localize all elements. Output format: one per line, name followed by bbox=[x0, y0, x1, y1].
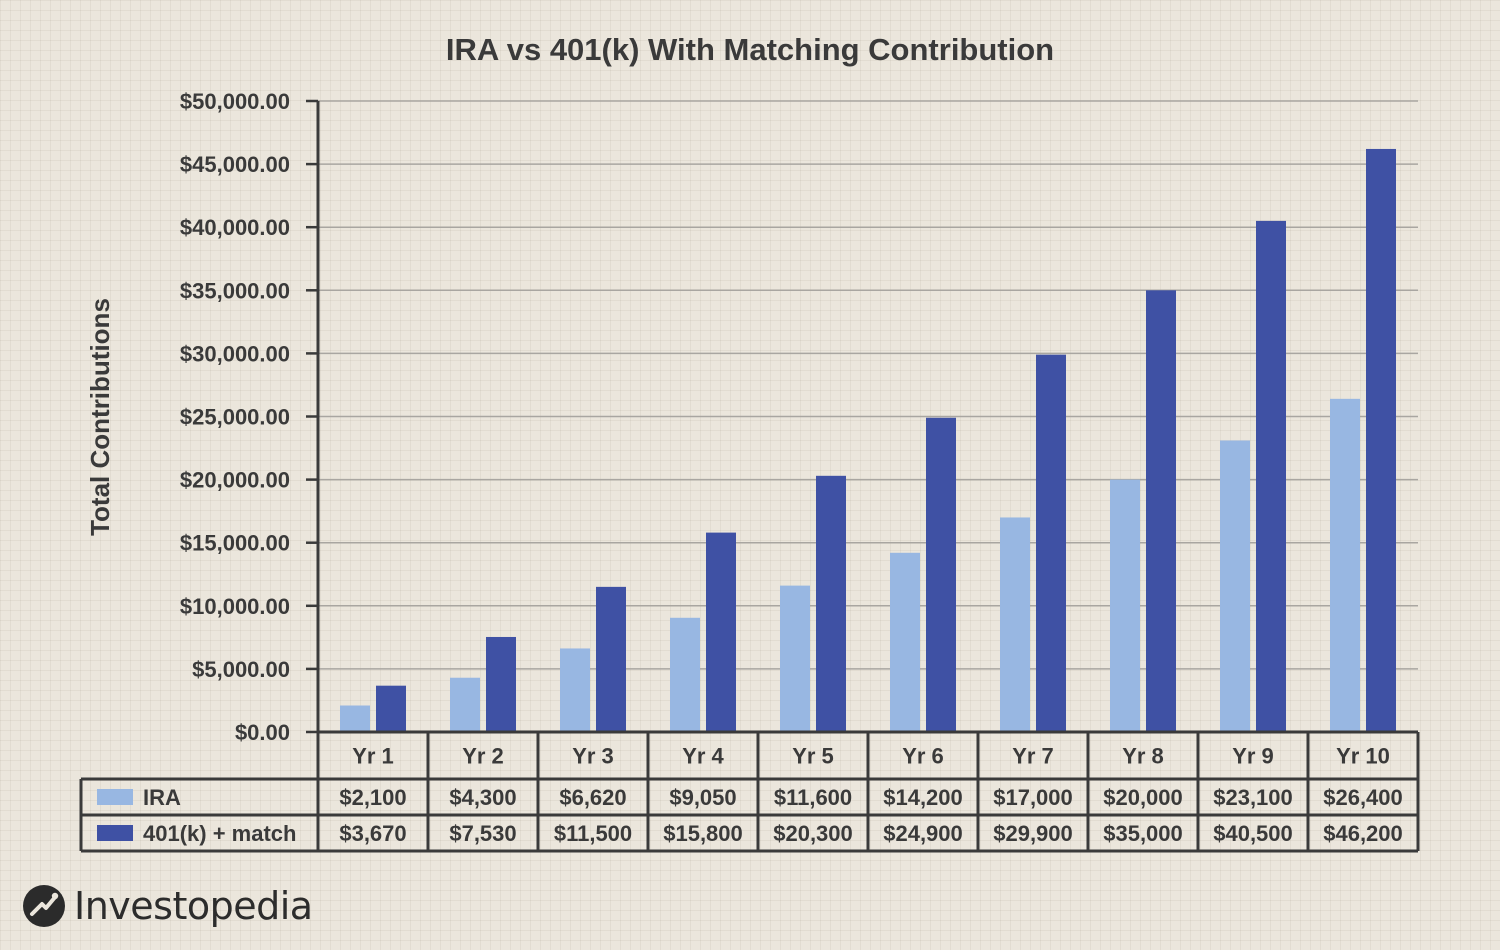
y-tick-label: $5,000.00 bbox=[192, 657, 290, 682]
y-tick-label: $15,000.00 bbox=[180, 531, 290, 556]
bar-ira-1 bbox=[340, 705, 370, 732]
table-cell-value: $3,670 bbox=[339, 821, 406, 846]
x-category-label: Yr 7 bbox=[1012, 744, 1054, 769]
bar-401k-1 bbox=[376, 685, 406, 732]
investopedia-logo-icon bbox=[23, 885, 65, 927]
y-tick-label: $35,000.00 bbox=[180, 278, 290, 303]
x-category-label: Yr 5 bbox=[792, 744, 834, 769]
gridlines bbox=[318, 100, 1418, 670]
y-tick-label: $10,000.00 bbox=[180, 594, 290, 619]
x-category-label: Yr 8 bbox=[1122, 744, 1164, 769]
table-cell-value: $6,620 bbox=[559, 785, 626, 810]
bar-ira-3 bbox=[560, 648, 590, 732]
table-cell-value: $11,600 bbox=[774, 785, 852, 810]
data-table: Yr 1 Yr 2 Yr 3 Yr 4 Yr 5 Yr 6 Yr 7 Yr 8 Yr 9 Yr 1… bbox=[79, 730, 1420, 853]
bar-ira-7 bbox=[1000, 517, 1030, 732]
table-cell-value: $20,000 bbox=[1103, 785, 1183, 810]
bars bbox=[340, 148, 1396, 732]
bar-ira-10 bbox=[1330, 398, 1360, 732]
table-cell-value: $26,400 bbox=[1323, 785, 1403, 810]
y-tick-label: $20,000.00 bbox=[180, 468, 290, 493]
x-category-label: Yr 2 bbox=[462, 744, 504, 769]
bar-401k-2 bbox=[486, 636, 516, 732]
x-category-label: Yr 1 bbox=[352, 744, 394, 769]
y-tick-label: $40,000.00 bbox=[180, 215, 290, 240]
x-category-label: Yr 6 bbox=[902, 744, 944, 769]
bar-401k-3 bbox=[596, 586, 626, 732]
bar-401k-6 bbox=[926, 417, 956, 732]
table-cell-value: $15,800 bbox=[663, 821, 743, 846]
y-axis-label: Total Contributions bbox=[85, 298, 115, 536]
table-cell-value: $11,500 bbox=[554, 821, 632, 846]
bar-ira-4 bbox=[670, 617, 700, 732]
bar-401k-5 bbox=[816, 475, 846, 732]
y-tick-label: $0.00 bbox=[235, 720, 290, 745]
y-tick-label: $50,000.00 bbox=[180, 89, 290, 114]
legend-label-401k: 401(k) + match bbox=[143, 821, 296, 846]
legend-label-ira: IRA bbox=[143, 785, 181, 810]
table-cell-value: $20,300 bbox=[773, 821, 853, 846]
y-tick-label: $30,000.00 bbox=[180, 341, 290, 366]
table-cell-value: $46,200 bbox=[1323, 821, 1403, 846]
x-category-label: Yr 10 bbox=[1336, 744, 1390, 769]
x-category-label: Yr 4 bbox=[682, 744, 724, 769]
bar-ira-9 bbox=[1220, 440, 1250, 732]
table-cell-value: $23,100 bbox=[1213, 785, 1293, 810]
x-category-label: Yr 3 bbox=[572, 744, 614, 769]
bar-401k-8 bbox=[1146, 290, 1176, 732]
bar-ira-2 bbox=[450, 677, 480, 732]
table-cell-value: $35,000 bbox=[1103, 821, 1183, 846]
bar-401k-4 bbox=[706, 532, 736, 732]
bar-ira-6 bbox=[890, 552, 920, 732]
table-cell-value: $24,900 bbox=[883, 821, 963, 846]
legend-swatch-ira bbox=[97, 789, 133, 805]
table-cell-value: $9,050 bbox=[669, 785, 736, 810]
table-cell-value: $17,000 bbox=[993, 785, 1073, 810]
bar-ira-8 bbox=[1110, 479, 1140, 732]
table-cell-value: $40,500 bbox=[1213, 821, 1293, 846]
bar-401k-7 bbox=[1036, 354, 1066, 732]
bar-401k-10 bbox=[1366, 148, 1396, 732]
y-axis-ticks: $0.00 $5,000.00 $10,000.00 $15,000.00 $20,00… bbox=[180, 89, 320, 745]
y-tick-label: $25,000.00 bbox=[180, 405, 290, 430]
bar-ira-5 bbox=[780, 585, 810, 732]
legend-swatch-401k bbox=[97, 825, 133, 841]
investopedia-logo[interactable]: Investopedia bbox=[22, 884, 313, 928]
table-cell-value: $7,530 bbox=[449, 821, 516, 846]
y-tick-label: $45,000.00 bbox=[180, 152, 290, 177]
bar-401k-9 bbox=[1256, 220, 1286, 732]
brand-name: Investopedia bbox=[74, 884, 313, 928]
x-category-label: Yr 9 bbox=[1232, 744, 1274, 769]
chart-title: IRA vs 401(k) With Matching Contribution bbox=[446, 32, 1054, 67]
table-cell-value: $4,300 bbox=[449, 785, 516, 810]
table-cell-value: $14,200 bbox=[883, 785, 963, 810]
table-cell-value: $29,900 bbox=[993, 821, 1073, 846]
table-cell-value: $2,100 bbox=[339, 785, 406, 810]
